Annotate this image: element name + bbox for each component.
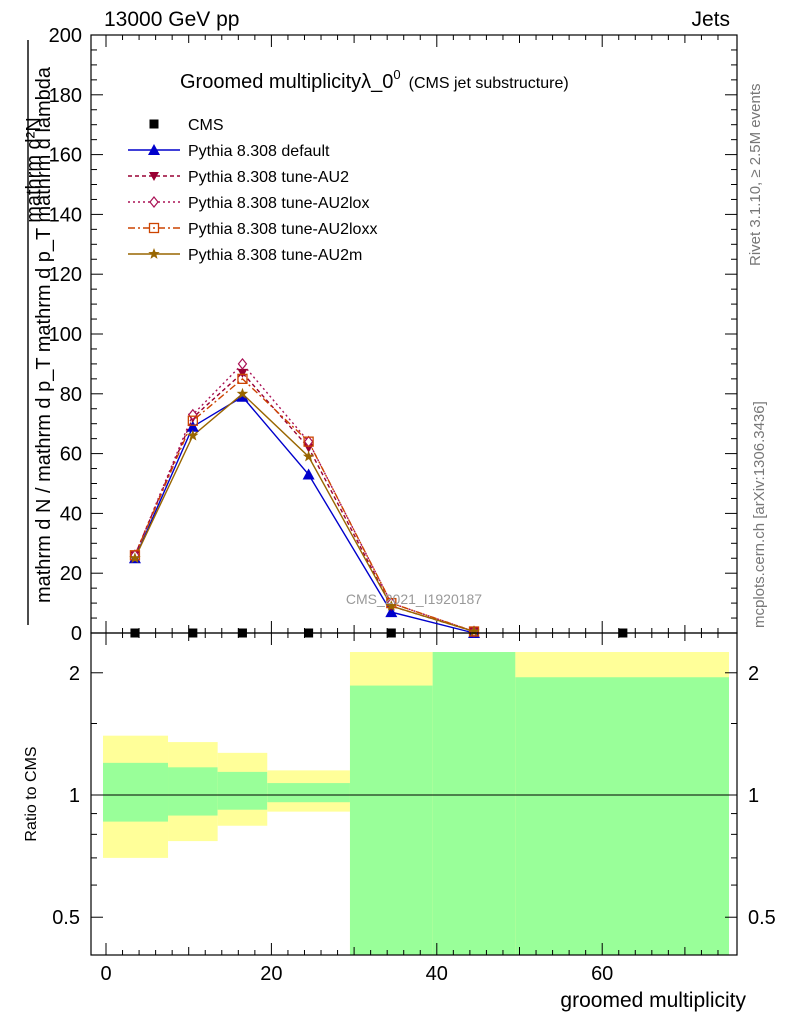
data-point [302, 468, 315, 480]
legend-marker [148, 248, 160, 259]
legend-marker [149, 196, 159, 208]
data-point [237, 368, 248, 378]
chart-subtitle: (CMS jet substructure) [409, 75, 569, 92]
data-point [237, 373, 248, 385]
x-tick-label: 0 [100, 963, 111, 985]
header-collision-label: 13000 GeV pp [104, 8, 240, 31]
ratio-x-tick-labels: 0 20 40 60 [100, 963, 613, 985]
main-y-tick-label: 120 [49, 264, 82, 286]
ratio-y-tick-label-right: 0.5 [748, 907, 776, 929]
series-line [134, 395, 475, 634]
ratio-band-inner [267, 783, 350, 803]
ratio-y-tick-label: 1 [69, 785, 80, 807]
data-point [303, 436, 314, 447]
legend-label: Pythia 8.308 tune-AU2lox [188, 195, 369, 212]
main-y-tick-label: 0 [71, 623, 82, 645]
legend-marker [148, 144, 160, 155]
ratio-band-inner [217, 771, 268, 810]
ratio-y-tick-label-right: 2 [748, 663, 759, 685]
main-y-tick-label: 200 [49, 25, 82, 47]
legend-label: Pythia 8.308 tune-AU2loxx [188, 221, 377, 238]
main-y-tick-label: 180 [49, 85, 82, 107]
legend-entry: Pythia 8.308 tune-AU2lox [128, 195, 369, 212]
x-axis-label: groomed multiplicity [560, 989, 746, 1012]
chart-title-sup: 0 [393, 67, 400, 82]
data-point [187, 415, 198, 426]
rivet-side-label: Rivet 3.1.10, ≥ 2.5M events [747, 84, 764, 267]
chart-title: Groomed multiplicityλ_00 (CMS jet substru… [180, 67, 569, 93]
series-line [134, 377, 475, 633]
chart-title-main: Groomed multiplicityλ_0 [180, 71, 393, 93]
legend-entry: CMS [149, 117, 224, 134]
ratio-y-tick-label: 0.5 [52, 907, 80, 929]
legend-entry: Pythia 8.308 default [128, 143, 330, 160]
data-point [385, 600, 397, 611]
watermark: CMS_2021_I1920187 [346, 591, 482, 607]
y-axis-label-denominator: mathrm d N / mathrm d p_T mathrm d p_T m… [33, 66, 55, 603]
ratio-band-inner [103, 762, 169, 822]
main-y-tick-label: 40 [60, 503, 82, 525]
header-category-label: Jets [691, 8, 730, 31]
ratio-band-inner [432, 652, 516, 955]
ratio-band-inner [349, 685, 433, 955]
main-y-tick-label: 140 [49, 204, 82, 226]
series-lines [134, 362, 475, 634]
x-tick-label: 40 [426, 963, 448, 985]
main-y-axis-label: mathrm d²N mathrm d N / mathrm d p_T mat… [23, 40, 55, 625]
main-y-tick-label: 20 [60, 563, 82, 585]
data-point [188, 408, 198, 421]
legend-entry: Pythia 8.308 tune-AU2 [128, 169, 349, 186]
data-point [237, 357, 248, 370]
data-point [302, 450, 315, 462]
main-y-tick-label: 160 [49, 145, 82, 167]
legend-entry: Pythia 8.308 tune-AU2m [128, 247, 362, 264]
series-line [134, 392, 475, 633]
ratio-y-tick-label-right: 1 [748, 785, 759, 807]
ratio-plot-frame [90, 632, 738, 956]
x-tick-label: 20 [260, 963, 282, 985]
data-point [468, 625, 480, 637]
ratio-y-axis-label: Ratio to CMS [23, 746, 40, 841]
main-y-tick-label: 60 [60, 444, 82, 466]
legend: CMS Pythia 8.308 default Pythia 8.308 tune… [128, 117, 377, 264]
main-y-tick-label: 100 [49, 324, 82, 346]
legend-label: Pythia 8.308 tune-AU2m [188, 247, 362, 264]
legend-label: Pythia 8.308 tune-AU2 [188, 169, 349, 186]
data-point [129, 552, 141, 564]
legend-marker [149, 172, 159, 181]
data-point [187, 429, 199, 441]
ratio-y-tick-labels: 0.5 0.5 1 1 2 2 [52, 663, 776, 929]
ratio-band-inner [515, 677, 729, 955]
legend-entry: Pythia 8.308 tune-AU2loxx [128, 221, 377, 238]
data-point [186, 420, 199, 432]
ratio-band-inner [168, 767, 218, 816]
legend-label: CMS [188, 117, 224, 134]
ratio-bands [91, 652, 737, 955]
mcplots-side-label: mcplots.cern.ch [arXiv:1306.3436] [751, 401, 768, 628]
data-point [236, 387, 249, 399]
legend-marker [148, 222, 160, 234]
legend-marker [149, 119, 159, 129]
data-point [385, 606, 398, 618]
x-tick-label: 60 [591, 963, 613, 985]
main-y-tick-label: 80 [60, 384, 82, 406]
ratio-y-tick-label: 2 [69, 663, 80, 685]
legend-label: Pythia 8.308 default [188, 143, 330, 160]
main-y-tick-labels: 0 20 40 60 80 100 120 140 160 180 200 [49, 25, 82, 645]
